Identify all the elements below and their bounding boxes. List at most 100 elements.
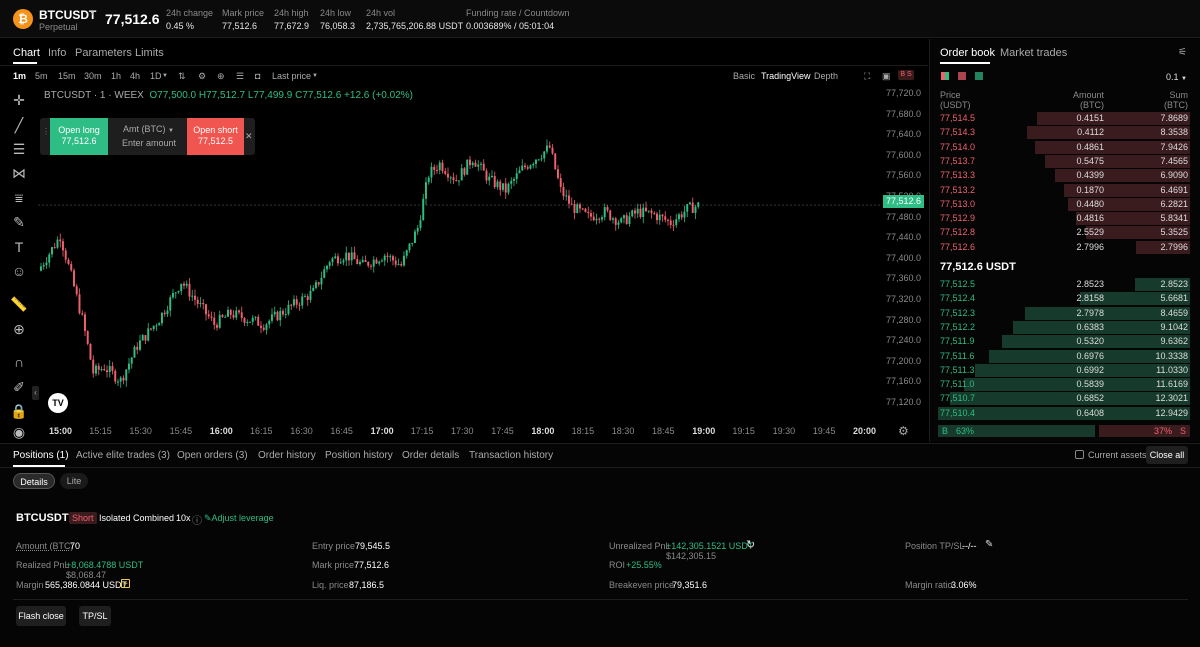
eye-icon[interactable]: ◉ xyxy=(12,424,26,440)
crosshair-icon[interactable]: ✛ xyxy=(13,92,25,108)
bid-row[interactable]: 77,512.4 2.8158 5.6681 xyxy=(938,292,1190,306)
adjust-leverage-link[interactable]: ✎Adjust leverage xyxy=(204,513,274,524)
view-tradingview[interactable]: TradingView xyxy=(761,71,811,81)
text-icon[interactable]: T xyxy=(14,239,24,255)
tab-transaction-history[interactable]: Transaction history xyxy=(469,450,554,461)
ask-row[interactable]: 77,513.7 0.5475 7.4565 xyxy=(938,154,1190,168)
ask-row[interactable]: 77,514.3 0.4112 8.3538 xyxy=(938,126,1190,140)
tpsl-button[interactable]: TP/SL xyxy=(79,606,111,626)
magnet-icon[interactable]: ∩ xyxy=(13,354,25,370)
timeframe-1d[interactable]: 1D xyxy=(150,71,162,81)
price-mode-selector[interactable]: Last price xyxy=(272,71,312,81)
tab-info[interactable]: Info xyxy=(48,47,67,59)
bid-row[interactable]: 77,511.6 0.6976 10.3338 xyxy=(938,349,1190,363)
bid-row[interactable]: 77,512.5 2.8523 2.8523 xyxy=(938,278,1190,291)
add-margin-icon[interactable]: + xyxy=(121,579,130,588)
timeframe-5m[interactable]: 5m xyxy=(35,71,48,81)
close-all-button[interactable]: Close all xyxy=(1146,446,1188,464)
pencil-lock-icon[interactable]: ✐ xyxy=(13,379,25,395)
emoji-icon[interactable]: ☺ xyxy=(11,263,27,279)
view-lite-button[interactable]: Lite xyxy=(60,473,88,489)
timeframe-4h[interactable]: 4h xyxy=(130,71,141,81)
settings-icon[interactable]: ☰ xyxy=(236,71,245,81)
flash-close-button[interactable]: Flash close xyxy=(16,606,66,626)
bid-row[interactable]: 77,510.4 0.6408 12.9429 xyxy=(938,406,1190,420)
camera-icon[interactable]: ◘ xyxy=(255,71,261,81)
tab-position-history[interactable]: Position history xyxy=(325,450,393,461)
tab-active-elite-trades[interactable]: Active elite trades (3) xyxy=(76,450,170,461)
view-bids-icon[interactable] xyxy=(975,72,983,80)
ask-row[interactable]: 77,514.5 0.4151 7.8689 xyxy=(938,112,1190,125)
view-both-icon[interactable] xyxy=(941,72,949,80)
timeframe-1h[interactable]: 1h xyxy=(111,71,122,81)
bid-row[interactable]: 77,511.0 0.5839 11.6169 xyxy=(938,378,1190,392)
tab-order-details[interactable]: Order details xyxy=(402,450,460,461)
horizontal-lines-icon[interactable]: ☰ xyxy=(12,141,26,157)
lock-icon[interactable]: 🔒 xyxy=(10,403,28,419)
tab-limits[interactable]: Limits xyxy=(135,47,164,59)
brush-icon[interactable]: ✎ xyxy=(13,214,25,230)
timeframe-1m[interactable]: 1m xyxy=(13,71,27,81)
ask-row[interactable]: 77,513.2 0.1870 6.4691 xyxy=(938,183,1190,197)
buy-sell-toggle-icon[interactable]: B S xyxy=(898,70,914,80)
tab-chart[interactable]: Chart xyxy=(13,47,40,59)
indicators-icon[interactable]: ⚙ xyxy=(198,71,207,81)
bid-row[interactable]: 77,512.2 0.6383 9.1042 xyxy=(938,320,1190,334)
tab-parameters[interactable]: Parameters xyxy=(75,47,132,59)
view-depth[interactable]: Depth xyxy=(814,71,839,81)
open-short-button[interactable]: Open short 77,512.5 xyxy=(187,118,244,155)
collapse-toolbar-icon[interactable]: ‹ xyxy=(32,386,39,400)
candle xyxy=(317,281,320,287)
view-details-button[interactable]: Details xyxy=(13,473,55,489)
ask-row[interactable]: 77,512.8 2.5529 5.3525 xyxy=(938,226,1190,240)
candle xyxy=(70,261,73,272)
ask-row[interactable]: 77,513.0 0.4480 6.2821 xyxy=(938,197,1190,211)
refresh-icon[interactable]: ↻ xyxy=(746,539,756,551)
fib-icon[interactable]: ⩸ xyxy=(14,190,24,206)
bid-row[interactable]: 77,510.7 0.6852 12.3021 xyxy=(938,392,1190,406)
candle xyxy=(312,285,315,292)
timeframe-30m[interactable]: 30m xyxy=(84,71,102,81)
ask-row[interactable]: 77,512.6 2.7996 2.7996 xyxy=(938,240,1190,254)
fullscreen-icon[interactable]: ⛶ xyxy=(864,71,871,81)
amount-unit-selector[interactable]: Amt (BTC) ▼ xyxy=(123,124,174,134)
layout-icon[interactable]: ▣ xyxy=(882,71,891,81)
view-asks-icon[interactable] xyxy=(958,72,966,80)
current-assets-checkbox[interactable] xyxy=(1075,450,1084,459)
price-tick: 77,320.0 xyxy=(886,294,922,304)
tab-market-trades[interactable]: Market trades xyxy=(1000,47,1068,59)
bid-row[interactable]: 77,511.9 0.5320 9.6362 xyxy=(938,335,1190,349)
ask-row[interactable]: 77,512.9 0.4816 5.8341 xyxy=(938,212,1190,226)
tab-open-orders[interactable]: Open orders (3) xyxy=(177,450,248,461)
symbol-selector[interactable]: BTCUSDT xyxy=(39,8,97,22)
orderbook-settings-icon[interactable]: ⚟ xyxy=(1178,47,1187,58)
candle-type-icon[interactable]: ⇅ xyxy=(178,71,186,81)
view-basic[interactable]: Basic xyxy=(733,71,756,81)
amount-input[interactable] xyxy=(122,138,182,148)
chevron-down-icon[interactable]: ▼ xyxy=(162,73,168,79)
ruler-icon[interactable]: 📏 xyxy=(10,296,28,312)
close-icon[interactable]: ✕ xyxy=(245,131,253,141)
drag-handle-icon[interactable]: ⋮ xyxy=(42,127,50,136)
trend-line-icon[interactable]: ╱ xyxy=(14,117,24,133)
tab-order-history[interactable]: Order history xyxy=(258,450,316,461)
chevron-down-icon[interactable]: ▼ xyxy=(312,73,318,79)
pattern-icon[interactable]: ⋈ xyxy=(12,165,26,181)
info-icon[interactable]: ⓘ xyxy=(192,516,202,527)
tab-positions[interactable]: Positions (1) xyxy=(13,450,69,461)
chart-settings-icon[interactable]: ⚙ xyxy=(898,424,909,438)
tab-order-book[interactable]: Order book xyxy=(940,47,996,59)
margin-value: 565,386.0844 USDT xyxy=(45,580,128,590)
compare-icon[interactable]: ⊕ xyxy=(217,71,225,81)
timeframe-15m[interactable]: 15m xyxy=(58,71,76,81)
ask-row[interactable]: 77,514.0 0.4861 7.9426 xyxy=(938,140,1190,154)
candlestick-chart[interactable] xyxy=(38,86,880,426)
bid-row[interactable]: 77,511.3 0.6992 11.0330 xyxy=(938,363,1190,377)
chevron-down-icon[interactable]: ▼ xyxy=(89,10,96,17)
zoom-in-icon[interactable]: ⊕ xyxy=(13,321,25,337)
ask-row[interactable]: 77,513.3 0.4399 6.9090 xyxy=(938,169,1190,183)
open-long-button[interactable]: Open long 77,512.6 xyxy=(50,118,108,155)
edit-icon[interactable]: ✎ xyxy=(985,539,994,550)
bid-row[interactable]: 77,512.3 2.7978 8.4659 xyxy=(938,306,1190,320)
precision-selector[interactable]: 0.1 ▼ xyxy=(1166,72,1187,82)
